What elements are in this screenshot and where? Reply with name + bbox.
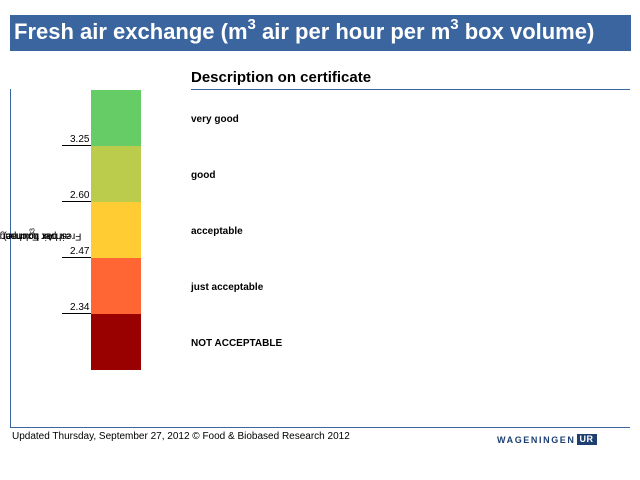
description-divider xyxy=(191,89,630,90)
category-label-not-acceptable: NOT ACCEPTABLE xyxy=(191,338,282,349)
logo-wordmark: WAGENINGEN xyxy=(497,434,576,445)
band-just-acceptable xyxy=(91,258,141,314)
chart-title: Fresh air exchange (m3 air per hour per … xyxy=(10,15,631,51)
footer-text: Updated Thursday, September 27, 2012 © F… xyxy=(12,431,350,442)
wageningen-ur-logo: WAGENINGEN UR xyxy=(497,434,597,445)
category-label-acceptable: acceptable xyxy=(191,226,243,237)
category-label-very-good: very good xyxy=(191,114,239,125)
band-not-acceptable xyxy=(91,314,141,370)
left-divider xyxy=(10,89,11,427)
category-label-just-acceptable: just acceptable xyxy=(190,282,264,293)
threshold-label: 2.47 xyxy=(70,246,90,257)
footer-divider xyxy=(10,427,630,428)
threshold-label: 2.34 xyxy=(70,302,90,313)
band-very-good xyxy=(91,90,141,146)
threshold-label: 3.25 xyxy=(70,134,90,145)
logo-ur-badge: UR xyxy=(576,434,597,445)
band-acceptable xyxy=(91,202,141,258)
band-good xyxy=(91,146,141,202)
category-label-good: good xyxy=(191,170,215,181)
threshold-label: 2.60 xyxy=(70,190,90,201)
description-heading: Description on certificate xyxy=(191,69,372,86)
